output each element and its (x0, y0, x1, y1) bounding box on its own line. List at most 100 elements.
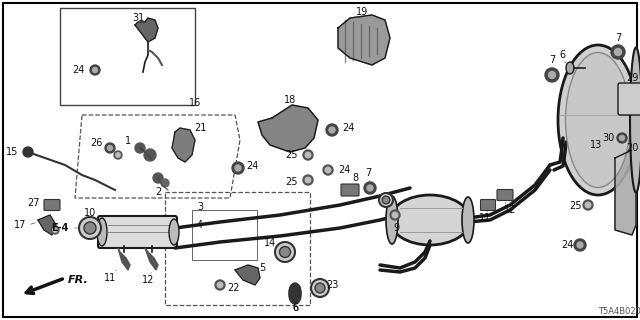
Text: 27: 27 (28, 198, 40, 208)
Circle shape (617, 133, 627, 143)
Text: 25: 25 (285, 150, 298, 160)
Text: 11: 11 (104, 273, 116, 283)
Circle shape (52, 228, 57, 232)
Circle shape (305, 152, 311, 158)
Circle shape (161, 179, 169, 187)
Text: 2: 2 (155, 187, 161, 197)
Circle shape (315, 283, 325, 293)
Ellipse shape (462, 197, 474, 243)
Text: 12: 12 (142, 275, 154, 285)
FancyBboxPatch shape (98, 216, 177, 248)
Ellipse shape (289, 286, 301, 304)
FancyBboxPatch shape (618, 83, 640, 115)
Circle shape (305, 177, 311, 183)
Text: 21: 21 (194, 123, 206, 133)
Text: 24: 24 (338, 165, 350, 175)
Text: 6: 6 (292, 303, 298, 313)
Circle shape (323, 165, 333, 175)
Bar (192, 210, 257, 260)
Text: 10: 10 (84, 208, 96, 218)
Text: 17: 17 (14, 220, 26, 230)
Circle shape (548, 71, 556, 78)
Circle shape (379, 193, 393, 207)
Circle shape (611, 45, 625, 59)
Circle shape (235, 165, 241, 171)
Ellipse shape (97, 218, 107, 246)
Text: E-4: E-4 (51, 223, 68, 233)
Text: 23: 23 (326, 280, 338, 290)
Ellipse shape (289, 283, 301, 301)
Circle shape (153, 173, 163, 183)
Text: 6: 6 (292, 303, 298, 313)
Ellipse shape (386, 196, 398, 244)
Text: 9: 9 (393, 223, 399, 233)
Text: 7: 7 (615, 33, 621, 43)
Circle shape (135, 143, 145, 153)
Circle shape (114, 151, 122, 159)
Text: 24: 24 (561, 240, 573, 250)
Text: 7: 7 (549, 55, 555, 65)
Text: 18: 18 (284, 95, 296, 105)
Polygon shape (172, 128, 195, 162)
Ellipse shape (566, 52, 630, 188)
Polygon shape (135, 18, 158, 42)
Circle shape (232, 162, 244, 174)
Text: 24: 24 (342, 123, 354, 133)
Text: 16: 16 (189, 98, 201, 108)
Circle shape (303, 150, 313, 160)
Circle shape (84, 222, 96, 234)
Polygon shape (38, 215, 56, 235)
Ellipse shape (169, 219, 179, 245)
Circle shape (93, 68, 97, 73)
Polygon shape (615, 150, 636, 235)
Text: 25: 25 (569, 201, 581, 211)
Circle shape (105, 143, 115, 153)
Text: 13: 13 (590, 140, 602, 150)
Text: 12: 12 (504, 205, 516, 215)
Ellipse shape (630, 47, 640, 193)
Text: 14: 14 (264, 238, 276, 248)
Circle shape (585, 202, 591, 208)
Text: 4: 4 (197, 220, 203, 230)
Circle shape (583, 200, 593, 210)
Circle shape (392, 212, 397, 218)
Text: 20: 20 (626, 143, 638, 153)
Circle shape (311, 279, 329, 297)
Circle shape (303, 175, 313, 185)
FancyBboxPatch shape (44, 199, 60, 211)
Text: 24: 24 (246, 161, 258, 171)
Circle shape (545, 68, 559, 82)
Circle shape (325, 167, 331, 173)
Circle shape (390, 210, 400, 220)
Text: 29: 29 (626, 73, 638, 83)
Text: 30: 30 (602, 133, 614, 143)
Circle shape (108, 146, 113, 150)
FancyBboxPatch shape (481, 199, 495, 211)
Text: 1: 1 (125, 136, 131, 146)
Text: 19: 19 (356, 7, 368, 17)
Circle shape (329, 127, 335, 133)
Circle shape (215, 280, 225, 290)
Circle shape (144, 149, 156, 161)
Text: 25: 25 (285, 177, 298, 187)
Ellipse shape (390, 195, 470, 245)
Text: 15: 15 (6, 147, 18, 157)
Text: 7: 7 (365, 168, 371, 178)
Ellipse shape (566, 62, 574, 74)
Circle shape (382, 196, 390, 204)
Text: 26: 26 (90, 138, 102, 148)
Text: 11: 11 (479, 213, 491, 223)
Text: 24: 24 (72, 65, 84, 75)
Polygon shape (235, 265, 260, 285)
Polygon shape (145, 248, 158, 270)
Circle shape (51, 226, 59, 234)
Bar (60, 8, 195, 105)
Circle shape (23, 147, 33, 157)
Text: 5: 5 (259, 263, 265, 273)
Polygon shape (118, 248, 130, 270)
Text: 8: 8 (352, 173, 358, 183)
Circle shape (217, 282, 223, 288)
Polygon shape (258, 105, 318, 152)
Circle shape (79, 217, 101, 239)
Text: 22: 22 (227, 283, 239, 293)
